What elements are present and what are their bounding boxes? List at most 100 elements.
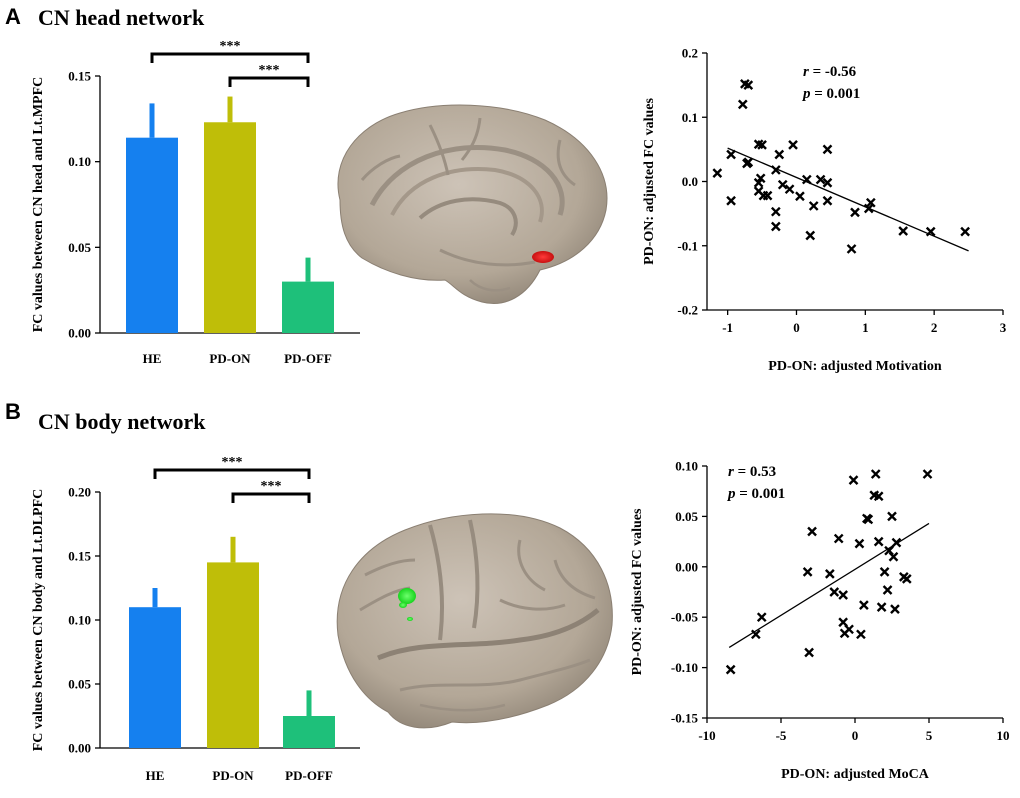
data-point (960, 226, 970, 237)
data-point (740, 78, 750, 89)
data-point (873, 536, 884, 547)
data-point (784, 184, 795, 195)
roi-lt-dlpfc-2 (399, 602, 407, 608)
data-point (726, 149, 736, 160)
bar-y-tick-label: 0.00 (68, 326, 91, 341)
data-point (888, 551, 899, 562)
data-point (846, 244, 857, 254)
data-point (890, 604, 900, 614)
scatter-y-tick-label: -0.05 (671, 610, 699, 625)
scatter-y-tick-label: 0.0 (682, 174, 698, 189)
significance-bracket (228, 76, 310, 87)
data-point (901, 574, 912, 584)
scatter-y-tick-label: 0.00 (675, 559, 698, 574)
roi-lt-dlpfc-3 (407, 617, 413, 621)
error-bar-pd-on (227, 96, 233, 123)
scatter-x-tick-label: 2 (931, 320, 938, 335)
data-point (726, 195, 736, 206)
data-point (755, 173, 766, 184)
p-value: = 0.001 (811, 86, 861, 102)
bar-y-tick-label: 0.10 (68, 613, 91, 628)
data-point (854, 538, 865, 549)
regression-line (728, 522, 930, 648)
data-point (805, 230, 816, 241)
p-value: = 0.001 (736, 486, 786, 502)
correlation-p: p = 0.001 (726, 486, 785, 502)
data-point (788, 140, 798, 150)
scatter-x-axis-title: PD-ON: adjusted Motivation (768, 359, 942, 374)
data-point (925, 226, 936, 237)
scatter-x-tick-label: 0 (852, 728, 859, 743)
bar-pd-on (207, 562, 259, 748)
bar-y-tick-label: 0.05 (68, 677, 91, 692)
scatter-x-tick-label: -1 (722, 320, 733, 335)
scatter-y-axis-title: PD-ON: adjusted FC values (630, 508, 645, 675)
data-point (838, 590, 849, 600)
data-point (863, 514, 874, 525)
data-point (802, 566, 813, 577)
bar-y-tick-label: 0.15 (68, 69, 91, 84)
data-point (801, 174, 812, 185)
scatter-x-tick-label: 0 (793, 320, 800, 335)
data-point (756, 612, 767, 623)
bar-y-axis-title: FC values between CN body and Lt.DLPFC (31, 489, 46, 752)
data-point (742, 158, 752, 169)
scatter-x-tick-label: 5 (926, 728, 933, 743)
scatter-x-tick-label: -10 (698, 728, 715, 743)
bar-category-label: PD-OFF (284, 351, 332, 366)
data-point (807, 526, 817, 537)
bar-y-tick-label: 0.15 (68, 549, 91, 564)
scatter-y-tick-label: -0.1 (677, 238, 698, 253)
data-point (822, 144, 833, 155)
scatter-y-tick-label: 0.2 (682, 46, 698, 61)
error-bar-he (149, 103, 155, 138)
data-point (833, 533, 844, 544)
scatter-x-tick-label: 3 (1000, 320, 1007, 335)
bar-category-label: HE (143, 351, 162, 366)
panel-a-title: CN head network (38, 5, 205, 30)
scatter-x-axis-title: PD-ON: adjusted MoCA (781, 767, 930, 782)
data-point (824, 569, 835, 579)
r-label: r (803, 64, 809, 80)
bar-chart-b: 0.00 0.05 0.10 0.15 0.20 HE PD-ON PD-OFF FC valu… (31, 455, 360, 783)
bar-pd-off (283, 716, 335, 748)
correlation-r: r = 0.53 (728, 464, 776, 480)
bar-y-tick-label: 0.20 (68, 485, 91, 500)
data-point (712, 168, 723, 178)
data-point (882, 585, 893, 595)
bar-category-label: PD-ON (212, 768, 254, 783)
bar-y-tick-label: 0.10 (68, 154, 91, 169)
data-point (822, 177, 833, 188)
scatter-x-tick-label: -5 (776, 728, 787, 743)
error-bar-pd-off (306, 690, 312, 716)
data-point (887, 511, 897, 522)
data-point (762, 190, 773, 201)
data-point (770, 206, 781, 217)
data-point (856, 629, 866, 640)
data-point (822, 195, 833, 206)
scatter-plot-a: -0.2 -0.1 0.0 0.1 0.2 -1 0 1 2 3 PD-ON: adjusted M… (642, 46, 1007, 375)
data-point (859, 600, 869, 610)
data-point (829, 587, 840, 597)
scatter-y-tick-label: -0.10 (671, 660, 698, 675)
data-point (865, 197, 876, 208)
error-bar-he (152, 588, 158, 608)
scatter-y-tick-label: 0.10 (675, 459, 698, 474)
data-point (795, 191, 805, 202)
data-point (850, 207, 860, 218)
panel-b-title: CN body network (38, 409, 206, 434)
bar-he (129, 607, 181, 748)
scatter-y-tick-label: -0.15 (671, 711, 699, 726)
data-point (870, 469, 881, 479)
data-point (873, 491, 884, 502)
bar-category-label: PD-OFF (285, 768, 333, 783)
scatter-y-tick-label: -0.2 (677, 303, 698, 318)
scatter-y-axis-title: PD-ON: adjusted FC values (642, 98, 657, 265)
data-point (750, 629, 761, 640)
data-point (922, 469, 933, 479)
data-point (737, 99, 748, 110)
scatter-y-tick-label: 0.1 (682, 110, 698, 125)
